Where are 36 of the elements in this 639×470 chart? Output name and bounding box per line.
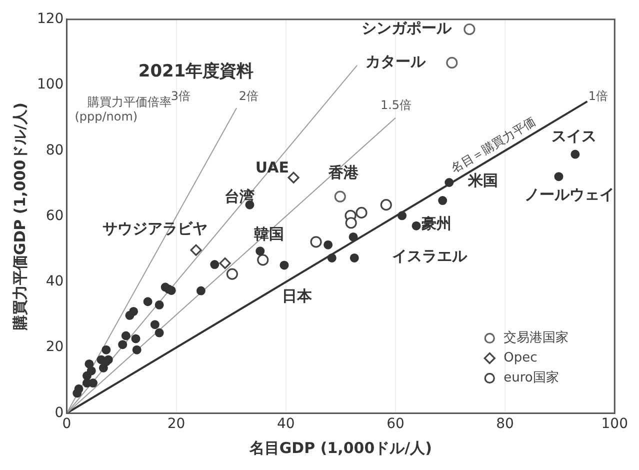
y-tick-label: 100	[36, 76, 64, 93]
y-axis-title: 購買力平価GDP (1,000ドル/人)	[10, 102, 29, 332]
annotation: サウジアラビヤ	[102, 220, 208, 238]
x-tick-label: 80	[496, 416, 514, 432]
annotation: (ppp/nom)	[74, 109, 138, 124]
annotation: 豪州	[420, 214, 452, 233]
x-tick-label: 60	[386, 416, 404, 432]
y-tick-label: 20	[46, 339, 64, 356]
y-tick-label: 80	[46, 142, 64, 158]
annotation: UAE	[255, 158, 289, 176]
legend-label: euro国家	[504, 370, 559, 386]
legend-label: Opec	[504, 350, 538, 366]
x-axis-title: 名目GDP (1,000ドル/人)	[248, 438, 432, 457]
annotation: スイス	[552, 127, 597, 146]
x-tick-label: 40	[276, 416, 295, 432]
x-tick-label: 100	[601, 416, 628, 432]
x-tick-label: 20	[167, 416, 186, 432]
y-tick-label: 0	[54, 404, 64, 421]
y-tick-label: 40	[46, 274, 64, 290]
annotation: 購買力平価倍率	[88, 95, 172, 110]
annotation: 米国	[467, 171, 498, 190]
annotation: シンガポール	[361, 19, 452, 38]
annotation: 香港	[327, 164, 360, 182]
annotation: ノールウェイ	[524, 186, 615, 204]
annotation: カタール	[365, 52, 426, 71]
annotation: 3倍	[170, 88, 191, 103]
annotation: 1倍	[588, 88, 608, 103]
text: 2021年度資料	[138, 61, 254, 82]
annotation: 韓国	[254, 224, 284, 243]
y-tick-label: 60	[46, 208, 64, 224]
annotation: 1.5倍	[380, 98, 412, 112]
annotation: 日本	[282, 287, 313, 306]
annotation: イスラエル	[392, 246, 468, 265]
y-tick-label: 120	[36, 11, 64, 28]
annotation: 2倍	[238, 88, 258, 103]
legend-label: 交易港国家	[504, 330, 569, 346]
